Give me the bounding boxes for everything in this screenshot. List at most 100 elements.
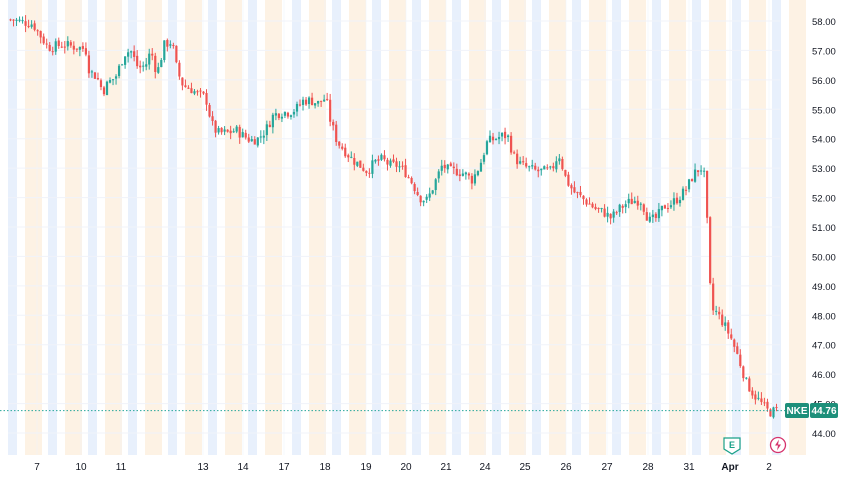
- candle-body: [271, 114, 274, 128]
- candle-body: [157, 67, 160, 73]
- candle-body: [310, 97, 314, 106]
- candle-body: [169, 44, 172, 46]
- x-tick-label: 14: [237, 462, 249, 473]
- x-tick-label: 13: [197, 462, 209, 473]
- candle-body: [226, 129, 229, 132]
- candle-body: [196, 91, 199, 93]
- candle-body: [446, 164, 449, 170]
- candle-body: [573, 187, 576, 193]
- candle-body: [51, 51, 54, 53]
- x-tick-label: 17: [278, 462, 290, 473]
- x-tick-label: 21: [440, 462, 452, 473]
- candle-body: [283, 111, 287, 116]
- candle-body: [84, 48, 87, 55]
- candle-body: [455, 168, 458, 176]
- candle-body: [72, 45, 75, 50]
- candle-body: [142, 65, 145, 67]
- candle-body: [684, 189, 688, 191]
- candle-body: [320, 100, 323, 102]
- candle-body: [431, 190, 434, 194]
- candle-body: [760, 398, 763, 402]
- candle-body: [570, 185, 573, 189]
- candle-body: [703, 170, 706, 172]
- candle-body: [181, 77, 184, 86]
- x-tick-label: 11: [116, 462, 127, 473]
- candle-body: [440, 165, 443, 171]
- candle-body: [114, 76, 118, 79]
- candle-body: [516, 153, 519, 165]
- events-icon-button[interactable]: [769, 436, 787, 454]
- candle-body: [163, 40, 166, 60]
- candle-body: [356, 161, 359, 166]
- symbol-badge: [785, 403, 809, 418]
- candle-body: [675, 197, 679, 204]
- candle-body: [669, 205, 673, 208]
- candle-body: [491, 136, 495, 141]
- candle-body: [24, 21, 27, 26]
- candle-body: [87, 55, 91, 74]
- candle-body: [380, 154, 383, 160]
- candle-body: [736, 346, 739, 354]
- candle-body: [223, 129, 226, 132]
- candle-body: [256, 137, 259, 146]
- candle-body: [102, 87, 106, 95]
- candle-body: [250, 139, 253, 142]
- candle-body: [624, 204, 627, 208]
- candle-body: [742, 366, 745, 379]
- candle-body: [712, 283, 715, 311]
- x-tick-label: 24: [479, 462, 491, 473]
- candle-body: [452, 166, 455, 169]
- candle-body: [69, 42, 72, 46]
- candle-body: [78, 46, 81, 50]
- candle-body: [654, 213, 657, 218]
- candle-body: [464, 172, 467, 175]
- candle-body: [582, 195, 585, 200]
- time-axis[interactable]: 7 10 11 13 14 17 18 19 20 21 24 25 26 27 28 31 Apr 2: [34, 462, 772, 473]
- candle-body: [193, 91, 196, 94]
- y-tick-label: 49.00: [812, 282, 836, 293]
- candle-body: [298, 104, 302, 106]
- candle-body: [45, 43, 48, 45]
- candle-body: [235, 126, 238, 132]
- x-tick-label: 28: [642, 462, 654, 473]
- candle-body: [36, 30, 39, 32]
- x-tick-label: 2: [766, 462, 772, 473]
- candle-body: [304, 99, 308, 105]
- x-tick-label: 31: [683, 462, 695, 473]
- candle-body: [341, 146, 344, 149]
- candle-body: [681, 188, 685, 200]
- candle-body: [585, 199, 588, 205]
- candle-body: [30, 24, 33, 27]
- candle-body: [344, 147, 347, 157]
- earnings-marker[interactable]: E: [723, 437, 741, 455]
- candle-body: [769, 409, 772, 417]
- candle-body: [561, 158, 564, 170]
- candle-body: [591, 203, 594, 208]
- candle-body: [317, 100, 320, 104]
- candle-body: [651, 214, 654, 218]
- candle-body: [338, 141, 341, 146]
- candle-body: [727, 322, 730, 334]
- candle-body: [259, 136, 262, 138]
- candle-body: [648, 216, 651, 222]
- y-tick-label: 52.00: [812, 194, 836, 205]
- candle-body: [335, 124, 338, 142]
- candle-body: [597, 207, 600, 209]
- candle-body: [214, 120, 217, 133]
- candle-body: [497, 136, 501, 140]
- candle-body: [326, 98, 329, 100]
- candle-body: [353, 158, 356, 165]
- candle-body: [531, 165, 534, 167]
- candle-body: [621, 205, 624, 208]
- candle-body: [745, 377, 748, 379]
- candle-body: [410, 177, 413, 184]
- candle-body: [687, 179, 691, 190]
- candle-body: [748, 378, 751, 392]
- candle-body: [534, 165, 537, 170]
- candle-body: [506, 135, 510, 138]
- candle-body: [289, 115, 293, 117]
- price-axis[interactable]: 58.00 57.00 56.00 55.00 54.00 53.00 52.00 51.00…: [812, 17, 836, 440]
- candle-body: [286, 112, 290, 117]
